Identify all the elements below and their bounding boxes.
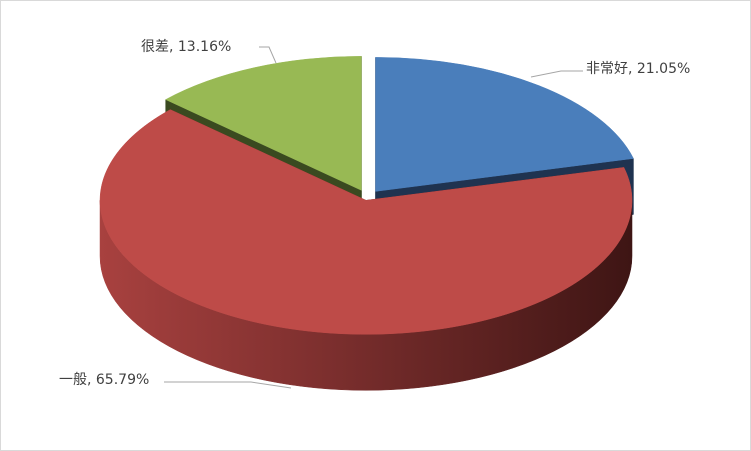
slice-top	[375, 57, 634, 192]
data-label-1: 一般, 65.79%	[59, 372, 149, 388]
data-label-2: 很差, 13.16%	[141, 39, 231, 55]
slice-一般	[99, 109, 633, 391]
slice-top	[165, 56, 362, 191]
slice-top	[99, 109, 633, 335]
data-label-0: 非常好, 21.05%	[586, 61, 690, 77]
leader-line-0	[530, 70, 583, 78]
leader-line-2	[259, 46, 277, 64]
leader-line-1	[164, 381, 292, 389]
